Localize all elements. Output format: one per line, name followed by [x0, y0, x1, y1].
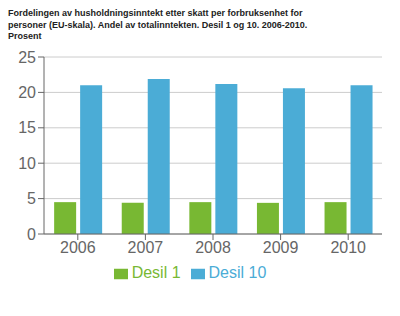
svg-text:2010: 2010: [330, 239, 366, 256]
svg-text:2009: 2009: [263, 239, 299, 256]
svg-text:20: 20: [18, 84, 36, 101]
svg-text:10: 10: [18, 155, 36, 172]
svg-text:2007: 2007: [128, 239, 164, 256]
svg-text:2006: 2006: [60, 239, 96, 256]
svg-text:25: 25: [18, 49, 36, 66]
html-text:Desil 1: Desil 1: [131, 264, 181, 282]
svg-text:0: 0: [27, 226, 36, 243]
html-text:personer (EU-skala). Andel av: personer (EU-skala). Andel av totalinnte…: [8, 19, 308, 30]
svg-text:15: 15: [18, 120, 36, 137]
html-text:Desil 10: Desil 10: [208, 264, 267, 282]
html-text:Prosent: Prosent: [8, 31, 42, 42]
svg-text:5: 5: [27, 190, 36, 207]
svg-text:2008: 2008: [195, 239, 231, 256]
html-text:Fordelingen av husholdningsinn: Fordelingen av husholdningsinntekt etter…: [8, 8, 303, 18]
